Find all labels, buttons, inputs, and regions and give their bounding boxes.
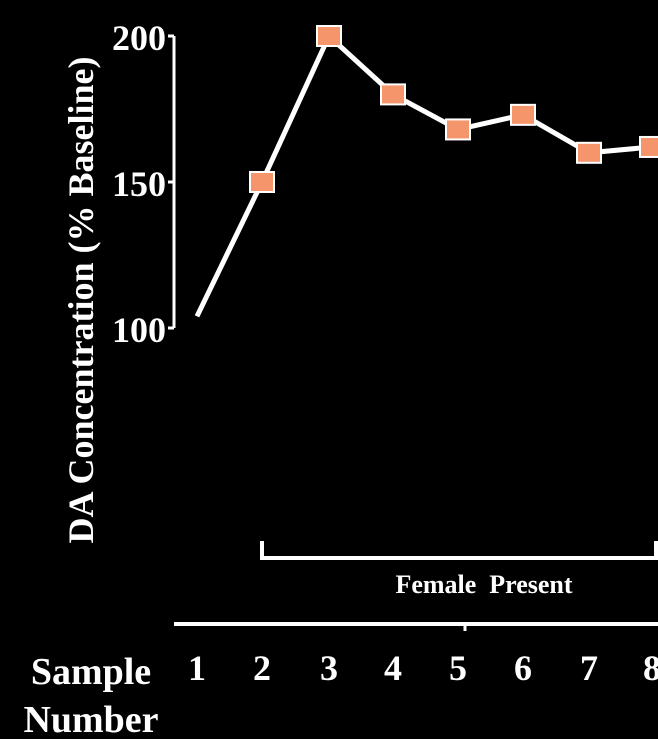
- y-tick-label: 150: [112, 164, 166, 204]
- data-point-marker: [576, 141, 602, 164]
- y-axis-title: DA Concentration (% Baseline): [61, 57, 101, 544]
- x-tick-label: 7: [580, 648, 598, 688]
- x-tick-label: 1: [188, 648, 206, 688]
- x-axis-title-line2: Number: [23, 699, 158, 739]
- data-point-marker: [639, 135, 658, 158]
- x-tick-label: 4: [384, 648, 402, 688]
- female-present-bracket: [260, 541, 658, 560]
- x-tick-label: 6: [514, 648, 532, 688]
- data-point-marker: [380, 83, 406, 106]
- x-axis-title-line1: Sample: [31, 651, 151, 693]
- y-tick-label: 200: [112, 18, 166, 58]
- x-tick-label: 2: [253, 648, 271, 688]
- x-tick-label: 5: [449, 648, 467, 688]
- annotation-label: Female Present: [395, 570, 572, 599]
- data-point-marker: [445, 118, 471, 141]
- y-tick-label: 100: [112, 310, 166, 350]
- x-axis: [174, 622, 658, 631]
- data-point-marker: [316, 25, 342, 47]
- x-tick-label: 3: [320, 648, 338, 688]
- data-point-marker: [510, 103, 536, 126]
- x-tick-label: 8: [643, 648, 658, 688]
- y-axis: [168, 34, 176, 330]
- data-point-marker: [249, 171, 275, 193]
